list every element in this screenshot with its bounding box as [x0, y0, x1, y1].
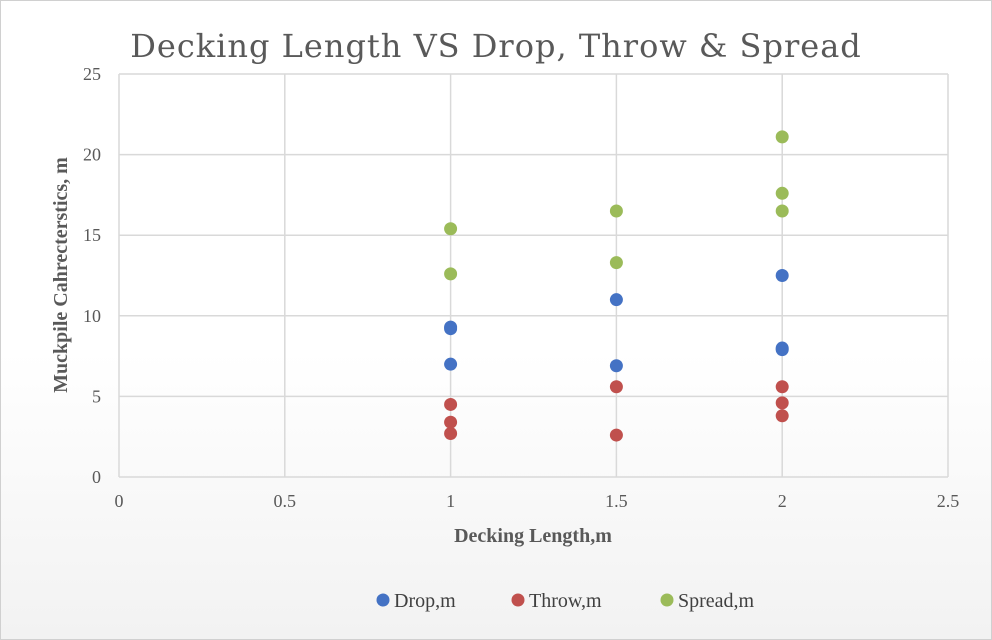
point-spreadm	[609, 256, 623, 270]
legend-label: Throw,m	[529, 590, 602, 612]
y-tick-label: 15	[83, 225, 101, 245]
point-dropm	[609, 359, 623, 373]
point-spreadm	[775, 130, 789, 144]
x-tick-label: 0	[115, 491, 124, 511]
x-tick-label: 0.5	[274, 491, 297, 511]
legend-item: Throw,m	[511, 590, 602, 612]
x-tick-label: 2	[778, 491, 787, 511]
legend-label: Spread,m	[678, 590, 755, 612]
y-tick-label: 10	[83, 306, 101, 326]
point-spreadm	[775, 204, 789, 218]
y-tick-label: 20	[83, 145, 101, 165]
point-throwm	[775, 380, 789, 394]
x-axis-label: Decking Length,m	[454, 525, 612, 547]
y-axis-label: Muckpile Cahrecterstics, m	[50, 157, 72, 393]
point-spreadm	[444, 222, 458, 236]
legend: Drop,m Throw,m Spread,m	[376, 590, 755, 612]
point-spreadm	[609, 204, 623, 218]
y-tick-label: 25	[83, 64, 101, 84]
point-spreadm	[775, 186, 789, 200]
x-tick-label: 1.5	[605, 491, 628, 511]
legend-label: Drop,m	[394, 590, 456, 612]
point-throwm	[444, 397, 458, 411]
point-throwm	[609, 380, 623, 394]
point-throwm	[775, 396, 789, 410]
legend-marker	[660, 593, 674, 607]
y-axis-ticks: 0 5 10 15 20 25	[83, 64, 101, 487]
point-dropm	[609, 293, 623, 307]
y-tick-label: 0	[92, 467, 101, 487]
y-tick-label: 5	[92, 386, 101, 406]
point-throwm	[775, 409, 789, 423]
point-dropm	[775, 269, 789, 282]
point-dropm	[775, 341, 789, 355]
point-throwm	[609, 428, 623, 442]
legend-item: Spread,m	[660, 590, 755, 612]
x-tick-label: 1	[446, 491, 455, 511]
point-dropm	[444, 320, 458, 334]
x-tick-label: 2.5	[937, 491, 960, 511]
point-throwm	[444, 426, 458, 440]
legend-marker	[376, 593, 390, 607]
point-spreadm	[444, 267, 458, 281]
point-dropm	[444, 357, 458, 371]
x-axis-ticks: 0 0.5 1 1.5 2 2.5	[115, 491, 960, 511]
point-throwm	[444, 415, 458, 429]
chart-title: Decking Length VS Drop, Throw & Spread	[130, 27, 862, 65]
gridlines	[118, 73, 949, 478]
data-points	[444, 130, 789, 442]
legend-marker	[511, 593, 525, 607]
legend-item: Drop,m	[376, 590, 456, 612]
